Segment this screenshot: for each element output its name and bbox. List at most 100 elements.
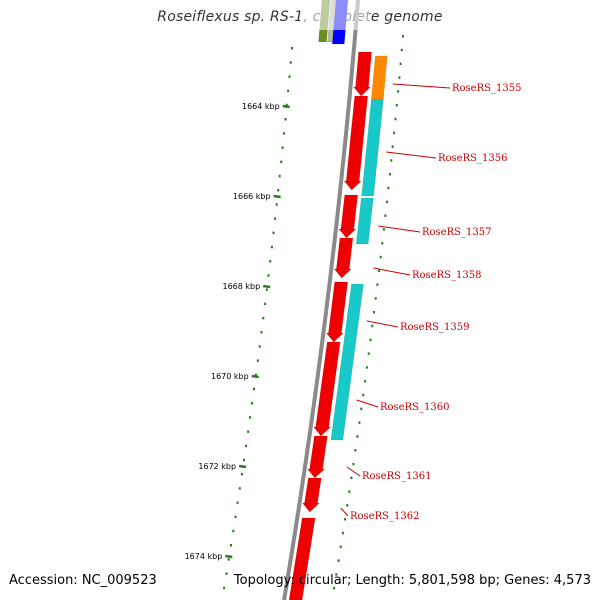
inner-tick-dot: [223, 586, 226, 590]
inner-tick-dot: [247, 430, 250, 433]
inner-tick-dot: [270, 245, 273, 249]
inner-tick-dot: [253, 387, 255, 391]
outer-tick-dot: [360, 407, 363, 411]
inner-tick-dot: [274, 217, 277, 220]
outer-tick-dot: [384, 214, 387, 217]
inner-tick-dot: [291, 47, 293, 50]
gene-red[interactable]: [288, 517, 316, 600]
inner-tick-ring: [223, 47, 293, 590]
gene-label-leader: [392, 83, 451, 89]
inner-tick-dot: [262, 316, 265, 320]
scale-tick-mark: [282, 104, 290, 109]
inner-tick-dot: [264, 302, 267, 306]
scale-tick-label: 1668 kbp: [222, 282, 260, 291]
inner-tick-dot: [269, 260, 272, 263]
accession-text: Accession: NC_009523: [9, 573, 157, 588]
inner-tick-dot: [234, 515, 237, 519]
outer-tick-dot: [388, 173, 391, 176]
gene-label-layer: RoseRS_1355 RoseRS_1356 RoseRS_1357 RoseRS_…: [340, 83, 521, 522]
gene-label[interactable]: RoseRS_1356: [438, 153, 507, 164]
outer-tick-dot: [402, 35, 404, 38]
outer-tick-dot: [400, 48, 403, 52]
gene-cyan[interactable]: [330, 283, 364, 441]
gene-label-leader: [373, 267, 411, 276]
gene-layer: [288, 0, 388, 600]
outer-tick-dot: [398, 76, 401, 79]
outer-tick-dot: [350, 476, 353, 480]
gene-label-leader: [378, 225, 421, 233]
gene-red[interactable]: [307, 435, 328, 479]
inner-tick-dot: [258, 345, 261, 348]
gene-label[interactable]: RoseRS_1360: [380, 402, 449, 413]
inner-tick-dot: [225, 572, 228, 575]
scale-tick-mark: [273, 194, 281, 199]
inner-tick-dot: [227, 558, 230, 561]
inner-tick-dot: [260, 331, 263, 334]
inner-tick-dot: [265, 288, 268, 291]
gene-label-leader: [340, 507, 349, 517]
gene-orange[interactable]: [371, 55, 388, 101]
outer-tick-dot: [344, 518, 347, 521]
inner-tick-dot: [251, 402, 254, 405]
gene-red[interactable]: [343, 95, 368, 191]
gene-label[interactable]: RoseRS_1357: [422, 227, 491, 238]
inner-tick-dot: [245, 444, 248, 448]
gene-label[interactable]: RoseRS_1355: [452, 83, 521, 94]
outer-tick-dot: [382, 228, 385, 231]
scale-tick-mark: [238, 464, 247, 469]
inner-tick-dot: [267, 274, 270, 277]
inner-tick-dot: [275, 203, 278, 206]
outer-tick-dot: [393, 131, 396, 135]
gene-label-leader: [386, 151, 437, 159]
gene-red[interactable]: [333, 237, 354, 279]
outer-tick-dot: [352, 462, 355, 466]
inner-tick-dot: [272, 231, 275, 235]
inner-tick-dot: [240, 473, 243, 476]
outer-tick-dot: [373, 311, 375, 314]
inner-tick-dot: [288, 75, 291, 78]
gene-red[interactable]: [313, 341, 341, 437]
outer-tick-dot: [362, 393, 365, 397]
outer-tick-dot: [371, 324, 374, 328]
inner-tick-dot: [285, 103, 288, 107]
outer-tick-dot: [399, 62, 402, 66]
gene-label[interactable]: RoseRS_1359: [400, 322, 469, 333]
outer-tick-dot: [387, 186, 390, 190]
outer-tick-dot: [385, 200, 388, 204]
outer-tick-dot: [365, 366, 368, 369]
gene-label[interactable]: RoseRS_1358: [412, 270, 481, 281]
outer-tick-dot: [395, 104, 398, 107]
inner-tick-dot: [281, 146, 284, 149]
gene-red[interactable]: [301, 477, 322, 513]
outer-tick-dot: [367, 352, 370, 355]
inner-tick-dot: [238, 487, 241, 490]
outer-tick-dot: [381, 242, 384, 245]
gene-label-leader: [346, 466, 361, 477]
outer-tick-dot: [341, 531, 344, 535]
genome-title: Roseiflexus sp. RS-1, complete genome: [157, 9, 443, 25]
outer-tick-dot: [374, 297, 377, 300]
outer-tick-dot: [391, 145, 394, 148]
gene-label[interactable]: RoseRS_1362: [350, 511, 419, 522]
outer-tick-dot: [378, 269, 381, 273]
inner-tick-dot: [249, 416, 252, 419]
gene-red[interactable]: [338, 194, 358, 239]
scale-tick-label: 1670 kbp: [211, 372, 249, 381]
outer-tick-dot: [394, 117, 397, 121]
inner-tick-dot: [236, 501, 239, 504]
gene-cyan[interactable]: [361, 99, 384, 197]
inner-tick-dot: [232, 529, 235, 533]
outer-tick-dot: [339, 545, 342, 549]
gene-red[interactable]: [352, 51, 372, 97]
scale-tick-label: 1664 kbp: [242, 102, 280, 111]
inner-tick-dot: [280, 160, 283, 164]
gene-cyan[interactable]: [355, 197, 374, 245]
inner-tick-dot: [254, 373, 257, 377]
genome-summary-text: Topology: circular; Length: 5,801,598 bp…: [233, 573, 591, 588]
gene-label[interactable]: RoseRS_1361: [362, 471, 431, 482]
gene-red[interactable]: [325, 281, 348, 343]
outer-tick-dot: [369, 338, 372, 342]
outer-tick-dot: [390, 159, 393, 162]
outer-tick-dot: [337, 559, 340, 562]
